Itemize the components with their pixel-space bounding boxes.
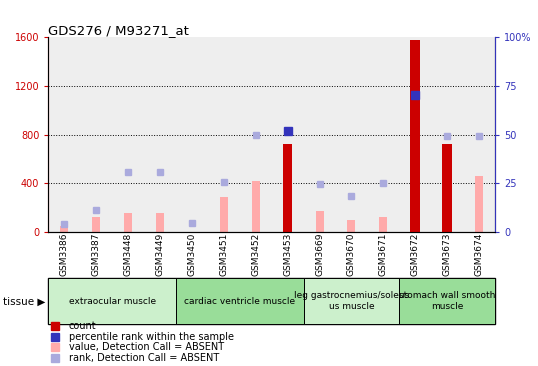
Text: GSM3387: GSM3387 bbox=[92, 232, 101, 276]
Text: stomach wall smooth
muscle: stomach wall smooth muscle bbox=[399, 291, 495, 311]
Bar bbox=[348, 220, 356, 232]
Text: rank, Detection Call = ABSENT: rank, Detection Call = ABSENT bbox=[68, 353, 219, 363]
Text: GSM3448: GSM3448 bbox=[124, 232, 133, 276]
Text: GSM3674: GSM3674 bbox=[475, 232, 484, 276]
Bar bbox=[93, 217, 100, 232]
Bar bbox=[176, 278, 303, 324]
Bar bbox=[48, 278, 176, 324]
Bar bbox=[410, 40, 420, 232]
Bar bbox=[220, 197, 228, 232]
Text: GSM3671: GSM3671 bbox=[379, 232, 388, 276]
Bar bbox=[379, 217, 387, 232]
Text: leg gastrocnemius/soleus
us muscle: leg gastrocnemius/soleus us muscle bbox=[294, 291, 409, 311]
Bar bbox=[124, 213, 132, 232]
Text: GSM3673: GSM3673 bbox=[443, 232, 451, 276]
Bar bbox=[303, 278, 399, 324]
Text: GSM3453: GSM3453 bbox=[283, 232, 292, 276]
Bar bbox=[284, 181, 292, 232]
Text: count: count bbox=[68, 321, 96, 331]
Bar bbox=[60, 226, 68, 232]
Bar bbox=[252, 181, 260, 232]
Text: GSM3672: GSM3672 bbox=[410, 232, 420, 276]
Bar bbox=[316, 211, 323, 232]
Bar bbox=[156, 213, 164, 232]
Text: GSM3452: GSM3452 bbox=[251, 232, 260, 276]
Text: tissue ▶: tissue ▶ bbox=[3, 297, 45, 307]
Text: percentile rank within the sample: percentile rank within the sample bbox=[68, 332, 233, 341]
Text: value, Detection Call = ABSENT: value, Detection Call = ABSENT bbox=[68, 343, 224, 352]
Text: GSM3669: GSM3669 bbox=[315, 232, 324, 276]
Bar bbox=[475, 176, 483, 232]
Text: GSM3450: GSM3450 bbox=[187, 232, 196, 276]
Bar bbox=[442, 144, 452, 232]
Text: GSM3670: GSM3670 bbox=[347, 232, 356, 276]
Text: extraocular muscle: extraocular muscle bbox=[69, 296, 156, 306]
Text: GSM3386: GSM3386 bbox=[60, 232, 69, 276]
Bar bbox=[399, 278, 495, 324]
Text: GSM3451: GSM3451 bbox=[220, 232, 228, 276]
Text: GDS276 / M93271_at: GDS276 / M93271_at bbox=[48, 24, 189, 37]
Text: GSM3449: GSM3449 bbox=[155, 232, 165, 276]
Bar bbox=[283, 144, 293, 232]
Text: cardiac ventricle muscle: cardiac ventricle muscle bbox=[184, 296, 295, 306]
